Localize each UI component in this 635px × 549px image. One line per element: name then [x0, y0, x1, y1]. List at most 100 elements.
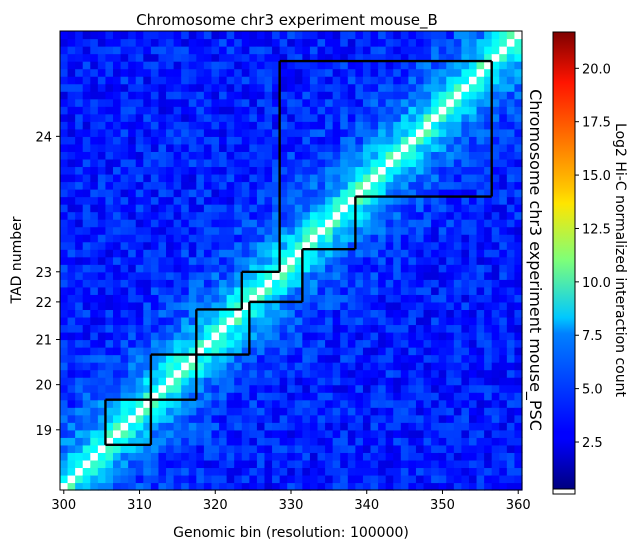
heatmap-cell — [347, 429, 356, 438]
heatmap-cell — [135, 459, 144, 469]
heatmap-cell — [431, 392, 440, 401]
heatmap-cell — [294, 407, 303, 416]
heatmap-cell — [97, 354, 107, 363]
heatmap-cell — [249, 377, 258, 386]
heatmap-cell — [332, 219, 341, 228]
heatmap-cell — [181, 249, 190, 258]
heatmap-cell — [120, 226, 129, 235]
heatmap-cell — [211, 429, 220, 438]
heatmap-cell — [415, 474, 425, 484]
heatmap-cell — [491, 377, 500, 386]
heatmap-cell — [317, 414, 326, 423]
heatmap-cell — [150, 467, 160, 476]
heatmap-cell — [219, 38, 228, 47]
heatmap-cell — [446, 173, 455, 183]
heatmap-cell — [468, 158, 478, 168]
heatmap-cell — [484, 211, 493, 220]
heatmap-cell — [203, 422, 213, 431]
heatmap-cell — [506, 234, 516, 243]
heatmap-cell — [340, 91, 349, 100]
heatmap-cell — [400, 91, 409, 100]
heatmap-cell — [461, 113, 470, 122]
heatmap-cell — [294, 429, 303, 438]
heatmap-cell — [362, 234, 372, 243]
heatmap-cell — [272, 474, 281, 484]
heatmap-cell — [173, 241, 182, 250]
heatmap-cell — [75, 294, 84, 303]
heatmap-cell — [393, 158, 402, 168]
heatmap-cell — [438, 324, 447, 333]
heatmap-cell — [355, 106, 364, 115]
heatmap-cell — [188, 256, 197, 265]
heatmap-cell — [302, 324, 311, 333]
heatmap-cell — [203, 309, 213, 318]
heatmap-cell — [234, 113, 243, 122]
heatmap-cell — [241, 121, 250, 130]
heatmap-cell — [75, 414, 84, 423]
heatmap-cell — [188, 83, 197, 92]
heatmap-cell — [120, 279, 129, 288]
heatmap-cell — [105, 256, 114, 265]
heatmap-cell — [400, 173, 409, 183]
heatmap-cell — [196, 354, 205, 363]
heatmap-cell — [491, 256, 500, 265]
heatmap-cell — [393, 399, 402, 408]
heatmap-cell — [211, 264, 220, 273]
heatmap-cell — [408, 143, 417, 152]
heatmap-cell — [75, 354, 84, 363]
heatmap-cell — [468, 354, 478, 363]
heatmap-cell — [113, 467, 122, 476]
heatmap-cell — [60, 204, 69, 213]
heatmap-cell — [499, 219, 508, 228]
heatmap-cell — [158, 294, 167, 303]
heatmap-cell — [181, 444, 190, 453]
heatmap-cell — [196, 196, 205, 205]
heatmap-cell — [393, 362, 402, 371]
heatmap-cell — [347, 38, 356, 47]
heatmap-cell — [188, 444, 197, 453]
heatmap-cell — [105, 316, 114, 326]
heatmap-cell — [150, 279, 160, 288]
heatmap-cell — [67, 256, 76, 265]
heatmap-cell — [461, 429, 470, 438]
heatmap-cell — [317, 286, 326, 295]
heatmap-cell — [491, 294, 500, 303]
heatmap-cell — [113, 362, 122, 371]
heatmap-cell — [272, 467, 281, 476]
heatmap-cell — [347, 256, 356, 265]
heatmap-cell — [256, 204, 266, 213]
heatmap-cell — [461, 121, 470, 130]
heatmap-cell — [188, 294, 197, 303]
heatmap-cell — [415, 294, 425, 303]
heatmap-cell — [332, 271, 341, 280]
heatmap-cell — [135, 226, 144, 235]
heatmap-cell — [499, 264, 508, 273]
heatmap-cell — [294, 83, 303, 92]
heatmap-cell — [97, 264, 107, 273]
heatmap-cell — [158, 264, 167, 273]
heatmap-cell — [150, 362, 160, 371]
heatmap-cell — [370, 76, 379, 85]
heatmap-cell — [415, 113, 425, 122]
heatmap-cell — [264, 437, 273, 446]
heatmap-cell — [173, 211, 182, 220]
heatmap-cell — [438, 339, 447, 348]
heatmap-cell — [309, 249, 319, 258]
heatmap-cell — [325, 68, 334, 77]
heatmap-cell — [173, 279, 182, 288]
heatmap-cell — [317, 362, 326, 371]
heatmap-cell — [325, 173, 334, 183]
heatmap-cell — [82, 407, 91, 416]
heatmap-cell — [158, 98, 167, 107]
heatmap-cell — [105, 392, 114, 401]
heatmap-cell — [423, 309, 432, 318]
heatmap-cell — [67, 166, 76, 175]
heatmap-cell — [325, 31, 334, 40]
heatmap-cell — [415, 46, 425, 55]
heatmap-cell — [499, 249, 508, 258]
heatmap-cell — [196, 113, 205, 122]
heatmap-cell — [461, 31, 470, 40]
heatmap-cell — [476, 399, 485, 408]
heatmap-cell — [135, 189, 144, 198]
heatmap-cell — [438, 204, 447, 213]
